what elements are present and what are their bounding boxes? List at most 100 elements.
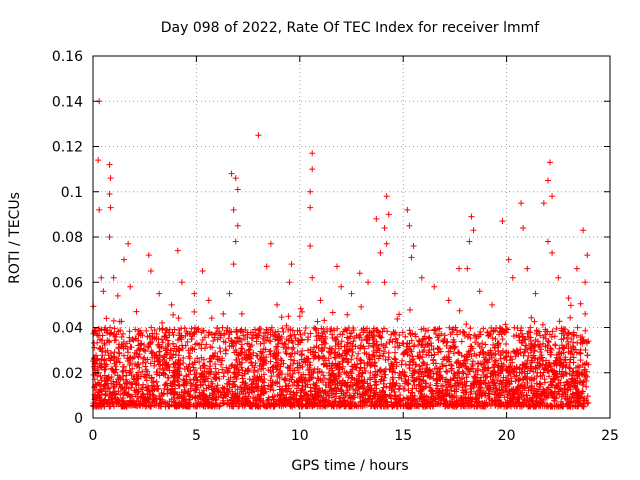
data-point-marker xyxy=(183,382,190,389)
data-point-marker xyxy=(148,350,155,357)
data-point-marker xyxy=(166,367,173,374)
data-point-marker xyxy=(278,403,285,410)
data-point-marker xyxy=(108,329,115,336)
data-point-marker xyxy=(458,338,465,345)
data-point-marker xyxy=(366,359,373,366)
data-point-marker xyxy=(430,357,437,364)
data-point-marker xyxy=(309,166,316,173)
data-point-marker xyxy=(159,319,166,326)
data-point-marker xyxy=(161,333,168,340)
data-point-marker xyxy=(342,355,349,362)
data-point-marker xyxy=(321,344,328,351)
data-point-marker xyxy=(451,382,458,389)
data-point-marker xyxy=(361,402,368,409)
data-point-marker xyxy=(305,367,312,374)
data-point-marker xyxy=(391,330,398,337)
data-point-marker xyxy=(565,329,572,336)
data-point-marker xyxy=(219,366,226,373)
data-point-marker xyxy=(110,317,117,324)
data-point-marker xyxy=(251,373,258,380)
data-point-marker xyxy=(112,396,119,403)
data-point-marker xyxy=(278,314,285,321)
data-point-marker xyxy=(566,364,573,371)
data-point-marker xyxy=(568,335,575,342)
data-point-marker xyxy=(155,336,162,343)
data-point-marker xyxy=(356,333,363,340)
data-point-marker xyxy=(366,353,373,360)
data-point-marker xyxy=(537,393,544,400)
data-point-marker xyxy=(106,234,113,240)
data-point-marker xyxy=(348,356,355,363)
data-point-marker xyxy=(344,398,351,405)
data-point-marker xyxy=(563,371,570,378)
data-point-marker xyxy=(472,339,479,346)
data-point-marker xyxy=(264,403,271,410)
data-point-marker xyxy=(99,388,106,395)
data-point-marker xyxy=(285,383,292,390)
data-point-marker xyxy=(254,403,261,410)
data-point-marker xyxy=(260,397,267,404)
data-point-marker xyxy=(556,349,563,356)
data-point-marker xyxy=(217,389,224,396)
data-point-marker xyxy=(328,345,335,352)
data-point-marker xyxy=(358,378,365,385)
data-point-marker xyxy=(392,343,399,350)
data-point-marker xyxy=(332,398,339,405)
data-point-marker xyxy=(328,386,335,393)
data-point-marker xyxy=(491,351,498,358)
data-point-marker xyxy=(373,402,380,409)
data-point-marker xyxy=(441,337,448,344)
data-point-marker xyxy=(269,329,276,336)
data-point-marker xyxy=(436,388,443,395)
data-point-marker xyxy=(170,373,177,380)
data-point-marker xyxy=(504,394,511,401)
data-point-marker xyxy=(301,378,308,385)
data-point-marker xyxy=(288,376,295,383)
data-point-marker xyxy=(270,387,277,394)
data-point-marker xyxy=(482,380,489,387)
data-point-marker xyxy=(470,380,477,387)
data-point-marker xyxy=(325,370,332,377)
y-tick-label: 0.12 xyxy=(52,140,83,156)
data-point-marker xyxy=(533,380,540,387)
data-point-marker xyxy=(164,341,171,348)
data-point-marker xyxy=(287,326,294,333)
data-point-marker xyxy=(524,265,531,272)
data-point-marker xyxy=(181,387,188,394)
data-point-marker xyxy=(193,403,200,410)
data-point-marker xyxy=(438,374,445,381)
data-point-marker xyxy=(145,385,152,392)
data-point-marker xyxy=(342,381,349,388)
data-point-marker xyxy=(387,366,394,373)
data-point-marker xyxy=(549,381,556,388)
data-point-marker xyxy=(463,389,470,396)
data-point-marker xyxy=(120,352,127,359)
data-point-marker xyxy=(569,350,576,357)
data-point-marker xyxy=(433,365,440,372)
data-point-marker xyxy=(490,379,497,386)
data-point-marker xyxy=(503,399,510,406)
data-point-marker xyxy=(343,369,350,376)
data-point-marker xyxy=(94,391,101,398)
data-point-marker xyxy=(369,328,376,335)
data-point-marker xyxy=(314,403,321,410)
data-point-marker xyxy=(351,361,358,368)
data-point-marker xyxy=(217,402,224,409)
data-point-marker xyxy=(249,362,256,369)
data-point-marker xyxy=(239,395,246,402)
data-point-marker xyxy=(136,330,143,337)
data-point-marker xyxy=(446,348,453,355)
data-point-marker xyxy=(551,397,558,404)
data-point-marker xyxy=(176,370,183,377)
data-point-marker xyxy=(213,385,220,392)
data-point-marker xyxy=(116,349,123,356)
data-point-marker xyxy=(390,361,397,368)
data-point-marker xyxy=(226,365,233,372)
data-point-marker xyxy=(170,361,177,368)
data-point-marker xyxy=(480,403,487,410)
data-point-marker xyxy=(121,363,128,370)
data-point-marker xyxy=(433,387,440,394)
data-point-marker xyxy=(249,403,256,410)
data-point-marker xyxy=(349,352,356,359)
